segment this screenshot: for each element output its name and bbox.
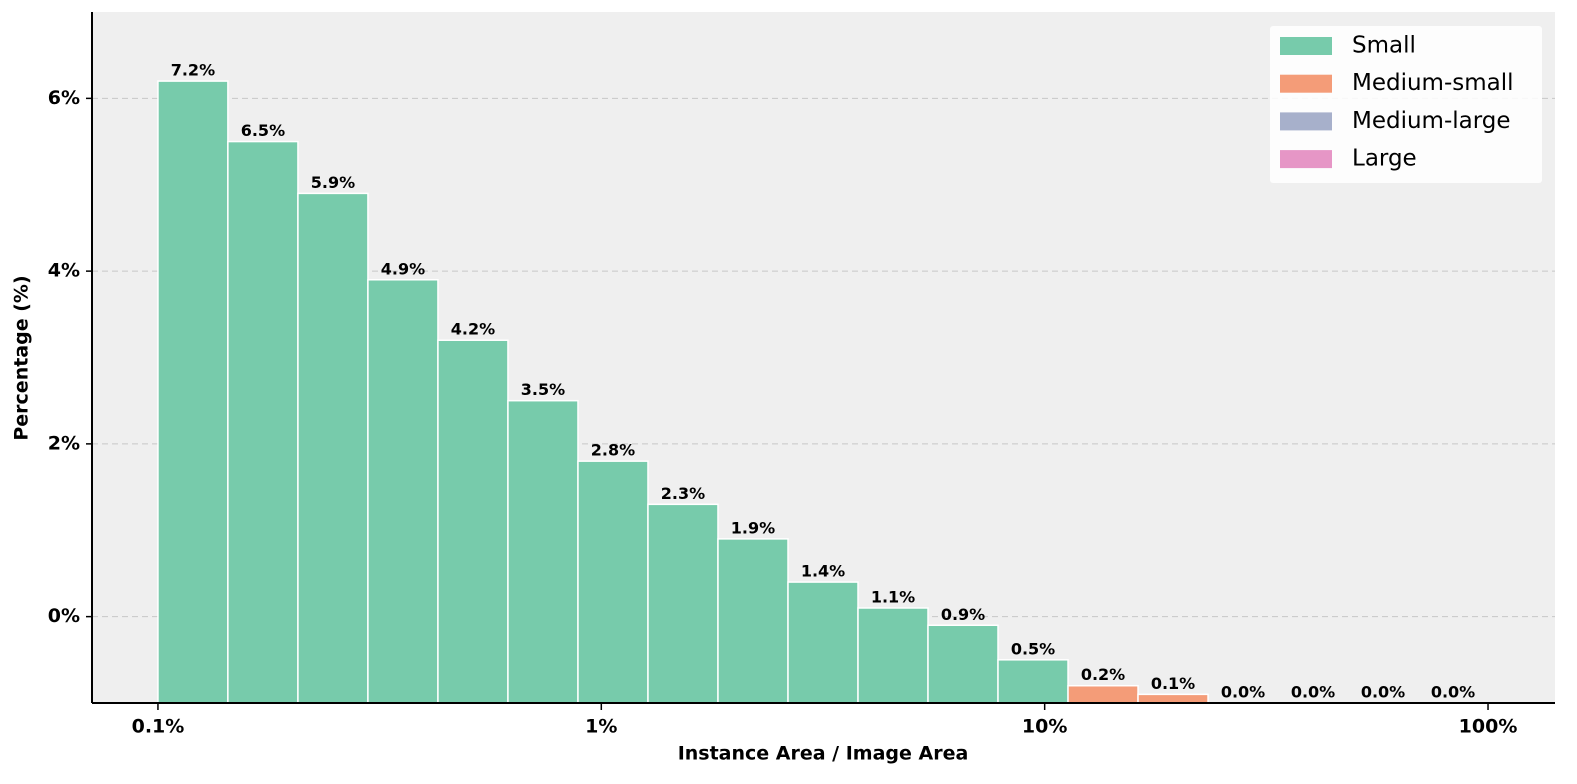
y-tick-label: 4% — [48, 260, 80, 282]
bar — [227, 140, 299, 704]
y-tick-label: 0% — [48, 605, 80, 627]
legend-label: Medium-small — [1352, 70, 1514, 96]
bar — [787, 581, 859, 704]
value-label: 7.2% — [171, 61, 215, 80]
value-label: 0.0% — [1291, 683, 1335, 702]
bar — [717, 538, 789, 704]
legend-box — [1270, 26, 1542, 183]
y-tick-label: 2% — [48, 432, 80, 454]
value-label: 1.4% — [801, 562, 845, 581]
legend-swatch — [1280, 74, 1332, 93]
value-label: 1.9% — [731, 518, 775, 537]
bar — [367, 279, 439, 704]
value-label: 2.3% — [661, 484, 705, 503]
value-label: 3.5% — [521, 380, 565, 399]
y-axis-label: Percentage (%) — [11, 275, 33, 440]
bar — [1067, 684, 1139, 704]
value-label: 0.0% — [1361, 683, 1405, 702]
value-label: 0.9% — [941, 605, 985, 624]
value-label: 4.2% — [451, 320, 495, 339]
bar — [577, 460, 649, 704]
legend-swatch — [1280, 150, 1332, 169]
legend-label: Small — [1352, 33, 1416, 59]
x-tick-label: 0.1% — [132, 716, 185, 738]
legend-swatch — [1280, 37, 1332, 55]
bar — [437, 339, 509, 704]
value-label: 0.0% — [1221, 683, 1265, 702]
value-label: 5.9% — [311, 173, 355, 192]
legend: Small Medium-small Medium-large Large — [1270, 26, 1542, 183]
value-label: 4.9% — [381, 259, 425, 278]
value-label: 1.1% — [871, 587, 915, 606]
bar — [297, 192, 369, 704]
y-tick-label: 6% — [48, 87, 80, 109]
bar — [927, 624, 999, 704]
value-label: 2.8% — [591, 441, 635, 460]
value-label: 0.0% — [1431, 683, 1475, 702]
bar — [857, 607, 929, 704]
x-tick-label: 1% — [585, 716, 617, 738]
value-label: 0.1% — [1151, 674, 1195, 693]
value-label: 0.2% — [1081, 665, 1125, 684]
value-label: 6.5% — [241, 121, 285, 140]
value-label: 0.5% — [1011, 639, 1055, 658]
bar — [997, 659, 1069, 704]
legend-label: Medium-large — [1352, 108, 1511, 134]
bar — [647, 503, 719, 704]
legend-label: Large — [1352, 146, 1417, 172]
x-axis-label: Instance Area / Image Area — [678, 743, 969, 765]
bar — [157, 80, 229, 704]
x-tick-label: 10% — [1022, 716, 1067, 738]
x-tick-label: 100% — [1459, 716, 1518, 738]
legend-swatch — [1280, 112, 1332, 131]
bar — [507, 399, 579, 704]
bar — [1137, 693, 1209, 704]
